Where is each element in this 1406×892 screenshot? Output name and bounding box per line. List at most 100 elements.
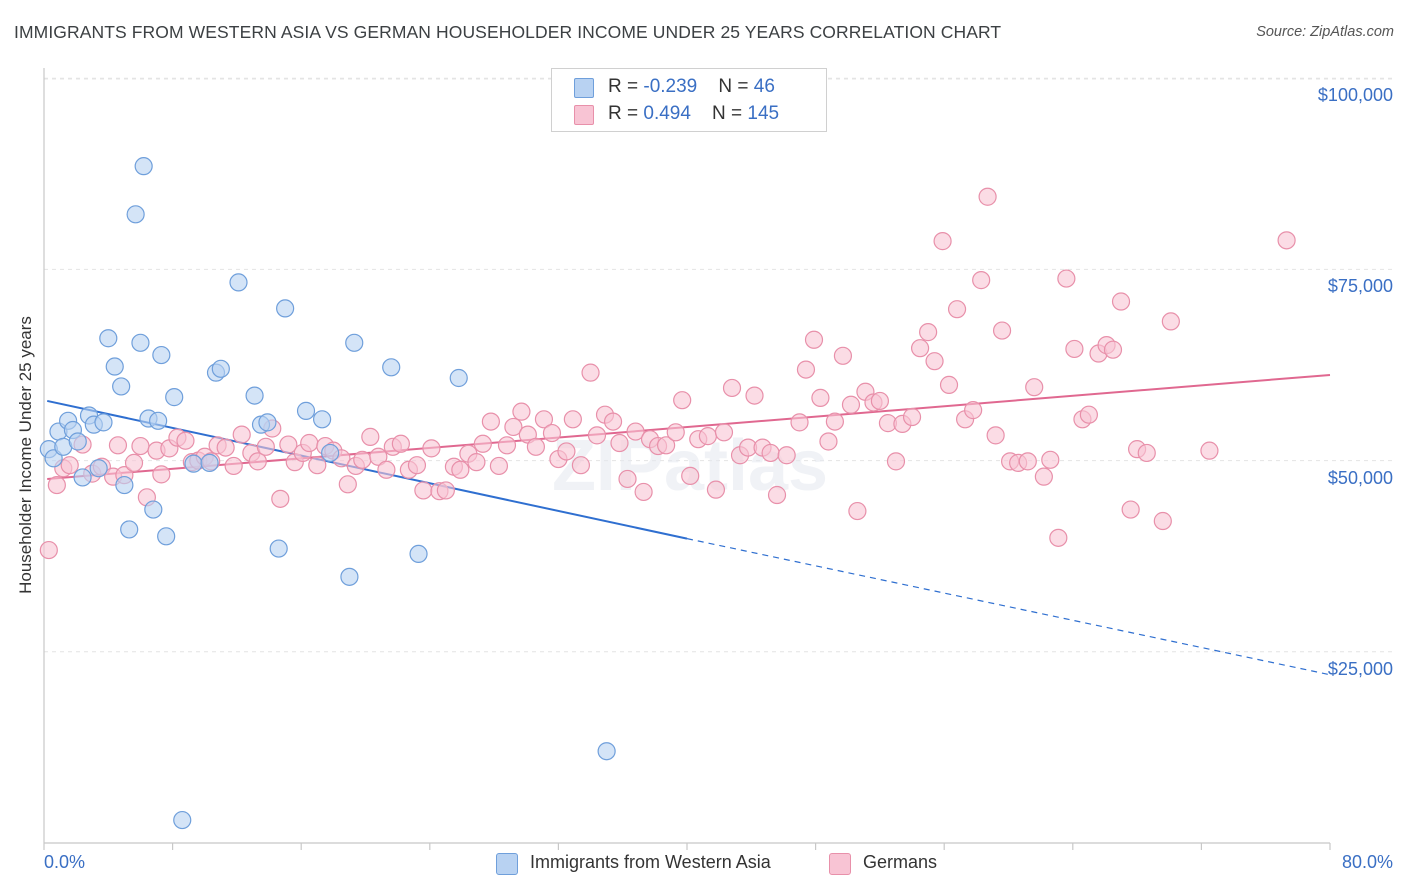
- western-asia-point: [269, 539, 288, 558]
- germans-point: [308, 456, 327, 475]
- germans-point: [353, 450, 372, 469]
- western-asia-point: [99, 329, 118, 348]
- chart-title: IMMIGRANTS FROM WESTERN ASIA VS GERMAN H…: [14, 22, 1002, 42]
- germans-point: [176, 431, 195, 450]
- x-axis-min-label: 0.0%: [44, 852, 86, 872]
- germans-point: [902, 407, 922, 427]
- western-asia-point: [184, 454, 203, 473]
- germans-point: [825, 412, 844, 431]
- data-points: [39, 157, 1296, 830]
- germans-point: [1034, 467, 1053, 486]
- western-asia-point: [296, 401, 316, 420]
- germans-point: [481, 412, 500, 431]
- germans-point: [1049, 528, 1068, 547]
- germans-point: [47, 475, 66, 495]
- germans-point: [369, 447, 388, 466]
- germans-point: [473, 434, 492, 453]
- legend-n-label: N =: [712, 103, 748, 124]
- germans-point: [919, 323, 938, 342]
- germans-point: [947, 300, 967, 319]
- germans-point: [563, 410, 582, 429]
- trend-lines: [47, 373, 1331, 676]
- germans-point: [581, 363, 600, 382]
- stats-legend: R = -0.239 N = 46 R = 0.494 N = 145: [551, 68, 827, 132]
- germans-point: [216, 438, 235, 457]
- western-asia-point: [144, 500, 163, 519]
- western-asia-point: [321, 443, 340, 463]
- western-asia-point: [149, 411, 168, 430]
- western-asia-point: [345, 333, 364, 352]
- y-tick-label: $75,000: [1327, 276, 1393, 297]
- germans-point: [542, 423, 562, 443]
- germans-point: [1065, 339, 1084, 359]
- western-asia-point: [449, 368, 468, 388]
- bottom-legend-swatch-pink: [829, 853, 851, 875]
- germans-point: [256, 437, 275, 456]
- germans-point: [300, 433, 319, 453]
- germans-point: [626, 422, 645, 441]
- western-asia-point: [258, 413, 277, 432]
- germans-point: [1018, 452, 1037, 471]
- germans-point: [870, 391, 890, 411]
- germans-point: [673, 391, 692, 410]
- germans-point: [512, 402, 531, 421]
- germans-point: [992, 321, 1012, 340]
- y-tick-label: $100,000: [1317, 85, 1393, 106]
- legend-r-label: R =: [608, 103, 644, 124]
- germans-point: [767, 485, 787, 505]
- germans-point: [279, 435, 298, 454]
- germans-point: [1103, 340, 1123, 359]
- germans-point: [338, 475, 357, 494]
- germans-point: [1277, 231, 1296, 250]
- germans-point: [377, 460, 396, 479]
- western-asia-point: [94, 413, 113, 432]
- germans-point: [39, 540, 58, 560]
- germans-point: [1161, 312, 1180, 331]
- germans-point: [571, 456, 591, 475]
- x-axis-max-label: 80.0%: [1341, 852, 1393, 872]
- western-asia-point: [245, 386, 264, 405]
- western-asia-point: [229, 273, 248, 292]
- germans-point: [714, 423, 734, 442]
- germans-point: [841, 395, 861, 414]
- western-asia-trend-extension: [686, 538, 1331, 676]
- germans-point: [414, 481, 433, 500]
- western-asia-point: [211, 359, 230, 378]
- germans-point: [248, 452, 267, 471]
- germans-point: [819, 432, 838, 451]
- western-asia-point: [276, 299, 295, 318]
- germans-point: [436, 481, 455, 500]
- germans-point: [681, 466, 700, 485]
- germans-point: [925, 352, 944, 371]
- western-asia-point: [120, 520, 139, 539]
- germans-point: [407, 456, 427, 475]
- germans-point: [618, 469, 637, 489]
- western-asia-point: [340, 567, 359, 586]
- western-asia-point: [73, 468, 92, 487]
- germans-point: [886, 452, 906, 471]
- germans-point: [790, 413, 809, 432]
- western-asia-point: [597, 742, 616, 761]
- germans-point: [497, 436, 517, 455]
- germans-point: [391, 434, 410, 453]
- germans-point: [933, 232, 952, 251]
- gridlines: [44, 77, 1395, 653]
- germans-point: [603, 412, 623, 431]
- western-asia-point: [134, 157, 153, 176]
- germans-point: [557, 442, 576, 461]
- germans-point: [986, 426, 1005, 445]
- germans-point: [232, 425, 251, 444]
- germans-point: [657, 436, 676, 455]
- germans-point: [939, 375, 959, 394]
- western-asia-point: [382, 358, 401, 377]
- germans-point: [978, 187, 997, 206]
- germans-point: [152, 465, 171, 484]
- germans-point: [60, 456, 79, 475]
- western-asia-point: [157, 527, 176, 546]
- germans-point: [271, 489, 290, 508]
- germans-point: [361, 427, 380, 446]
- western-asia-point: [131, 333, 150, 352]
- western-asia-point: [112, 377, 131, 396]
- germans-point: [534, 410, 554, 429]
- germans-point: [224, 456, 243, 476]
